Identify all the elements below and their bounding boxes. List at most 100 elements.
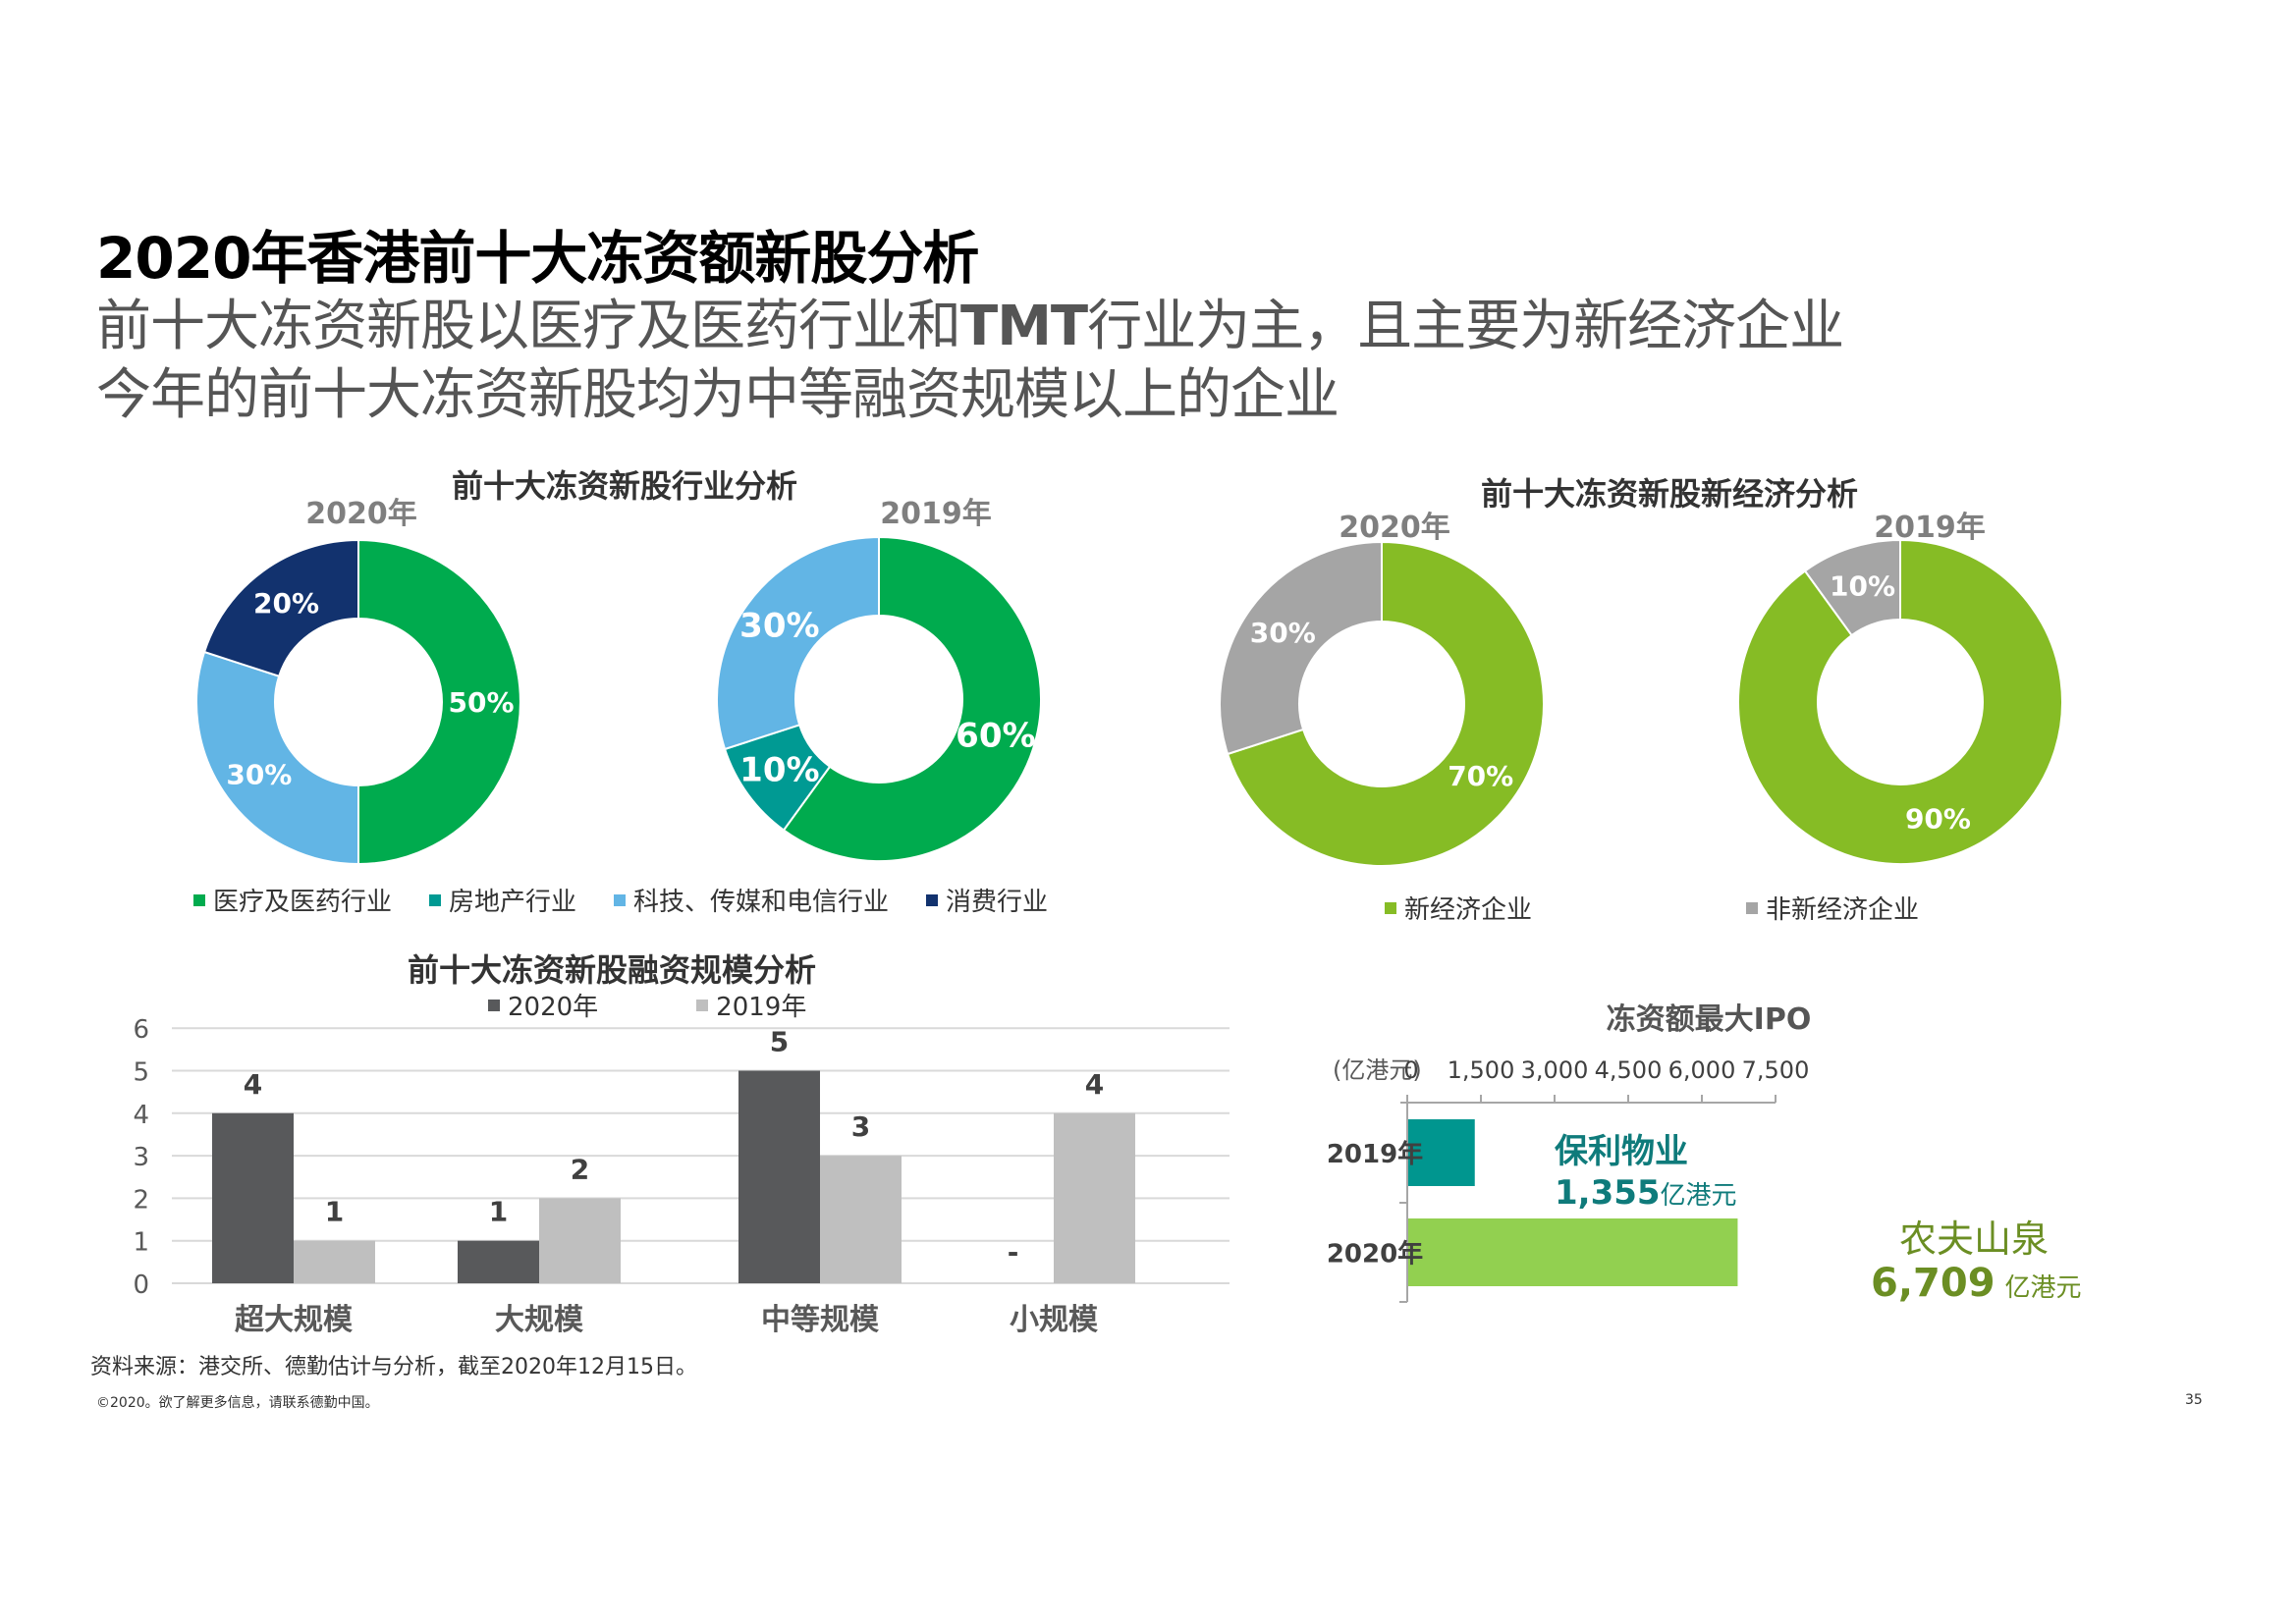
legend-label: 消费行业: [946, 888, 1049, 917]
ipo-company-label: 农夫山泉: [1899, 1217, 2049, 1261]
donut-slice-label: 70%: [1448, 760, 1513, 792]
legend-item: 科技、传媒和电信行业: [614, 882, 889, 918]
x-tick-label: 7,500: [1742, 1056, 1810, 1084]
page-subtitle-line-2: 今年的前十大冻资新股均为中等融资规模以上的企业: [96, 363, 1339, 427]
legend-label: 新经济企业: [1404, 895, 1533, 925]
legend-swatch-icon: [1385, 901, 1396, 914]
x-category-label: 中等规模: [761, 1303, 879, 1337]
bar-value-label: 3: [851, 1110, 870, 1143]
donut-slice: [716, 535, 880, 751]
legend-item: 2019年: [696, 987, 806, 1023]
legend-label: 2020年: [508, 993, 599, 1022]
economy-2019-label: 2019年: [1874, 511, 1986, 545]
bar: [539, 1198, 621, 1283]
scale-chart-title: 前十大冻资新股融资规模分析: [407, 951, 817, 989]
bar: [458, 1240, 539, 1283]
donut-slice-label: 30%: [226, 758, 292, 790]
donut-slice: [202, 538, 359, 677]
x-tick-label: 3,000: [1521, 1056, 1589, 1084]
y-tick-label: 5: [133, 1058, 149, 1088]
economy-chart-title: 前十大冻资新股新经济分析: [1480, 475, 1859, 513]
donut-slice: [1219, 540, 1383, 756]
legend-item: 房地产行业: [429, 882, 576, 918]
ipo-company-label: 保利物业: [1555, 1132, 1688, 1171]
legend-swatch-icon: [193, 893, 205, 906]
legend-swatch-icon: [614, 893, 627, 906]
x-category-label: 大规模: [495, 1303, 583, 1337]
donut-slice: [1226, 540, 1545, 867]
donut-slice-label: 30%: [739, 607, 819, 646]
ipo-bar: [1408, 1119, 1475, 1186]
donut-2: 70% 30%: [1219, 540, 1545, 867]
ipo-chart-title: 冻资额最大IPO: [1606, 1002, 1812, 1037]
industry-2019-label: 2019年: [880, 497, 992, 531]
donut-slice-label: 60%: [956, 717, 1035, 756]
donut-slice-label: 10%: [739, 750, 819, 789]
ipo-value-label: 1,355亿港元: [1555, 1173, 1737, 1213]
page-number: 35: [2185, 1392, 2203, 1408]
legend-swatch-icon: [488, 999, 500, 1011]
legend-swatch-icon: [1746, 901, 1759, 914]
legend-label: 非新经济企业: [1766, 895, 1920, 925]
scale-bar-chart: 0 1 2 3 4 5 6 4 1 超大规模 1 2 大规模 5 3 中等规模 - 4 小规模: [133, 1015, 1230, 1337]
page-title: 2020年香港前十大冻资额新股分析: [96, 225, 979, 292]
x-category-label: 超大规模: [235, 1303, 353, 1337]
bar-value-label: 4: [244, 1068, 262, 1101]
legend-label: 房地产行业: [449, 888, 577, 917]
economy-2020-label: 2020年: [1339, 511, 1450, 545]
donut-slice-label: 30%: [1250, 617, 1316, 649]
legend-label: 2019年: [716, 993, 807, 1022]
ipo-bar: [1408, 1218, 1738, 1286]
source-note: 资料来源：港交所、德勤估计与分析，截至2020年12月15日。: [90, 1355, 697, 1379]
subtitle-emphasis: TMT: [960, 295, 1088, 358]
bar-value-label: 4: [1085, 1068, 1104, 1101]
legend-item: 非新经济企业: [1746, 890, 1919, 926]
bar: [212, 1112, 294, 1283]
page-subtitle-line-1: 前十大冻资新股以医疗及医药行业和TMT行业为主，且主要为新经济企业: [96, 293, 1844, 361]
legend-item: 2020年: [488, 987, 598, 1023]
industry-legend: 医疗及医药行业 房地产行业 科技、传媒和电信行业 消费行业: [193, 882, 1085, 918]
industry-2020-label: 2020年: [305, 497, 417, 531]
subtitle-text: 行业为主，且主要为新经济企业: [1087, 295, 1844, 358]
y-tick-label: 0: [133, 1271, 149, 1300]
donut-0: 50% 30% 20%: [195, 538, 521, 866]
legend-item: 新经济企业: [1385, 890, 1532, 926]
bar: [1054, 1112, 1135, 1283]
legend-label: 医疗及医药行业: [213, 888, 393, 917]
y-tick-label: 2: [133, 1185, 149, 1215]
bar: [820, 1156, 902, 1283]
donut-slice: [357, 538, 521, 866]
donut-slice-label: 50%: [448, 686, 514, 719]
bar-value-label: -: [1008, 1236, 1019, 1269]
bar-value-label: 2: [571, 1153, 589, 1185]
y-tick-label: 6: [133, 1015, 149, 1045]
donut-slice-label: 10%: [1830, 570, 1895, 603]
ipo-value-label: 6,709 亿港元: [1871, 1261, 2082, 1306]
legend-item: 消费行业: [926, 882, 1048, 918]
donut-3: 90% 10%: [1737, 538, 2063, 865]
industry-chart-title: 前十大冻资新股行业分析: [451, 467, 798, 505]
ipo-year-label: 2019年: [1327, 1139, 1423, 1169]
unit-label: (亿港元): [1333, 1056, 1422, 1084]
scale-legend: 2020年 2019年: [488, 987, 904, 1023]
bar: [738, 1070, 820, 1283]
y-tick-label: 4: [133, 1101, 149, 1130]
legend-swatch-icon: [696, 999, 709, 1011]
legend-item: 医疗及医药行业: [193, 882, 392, 918]
x-tick-label: 0: [1403, 1056, 1418, 1084]
x-tick-label: 1,500: [1448, 1056, 1515, 1084]
donut-slice: [1803, 538, 1901, 637]
copyright: ©2020。欲了解更多信息，请联系德勤中国。: [96, 1395, 379, 1411]
bar-value-label: 1: [489, 1196, 508, 1228]
donut-slice: [1737, 538, 2063, 865]
x-category-label: 小规模: [1010, 1303, 1098, 1337]
bar-value-label: 5: [770, 1026, 789, 1058]
legend-swatch-icon: [926, 893, 939, 906]
y-tick-label: 1: [133, 1228, 149, 1258]
bar: [294, 1240, 375, 1283]
legend-label: 科技、传媒和电信行业: [633, 888, 890, 917]
donut-1: 60% 10% 30%: [716, 535, 1042, 862]
ipo-year-label: 2020年: [1327, 1239, 1423, 1270]
donut-charts: 50% 30% 20% 60% 10% 30% 70% 30% 90% 10%: [195, 535, 2063, 867]
subtitle-text: 前十大冻资新股以医疗及医药行业和: [96, 295, 961, 358]
